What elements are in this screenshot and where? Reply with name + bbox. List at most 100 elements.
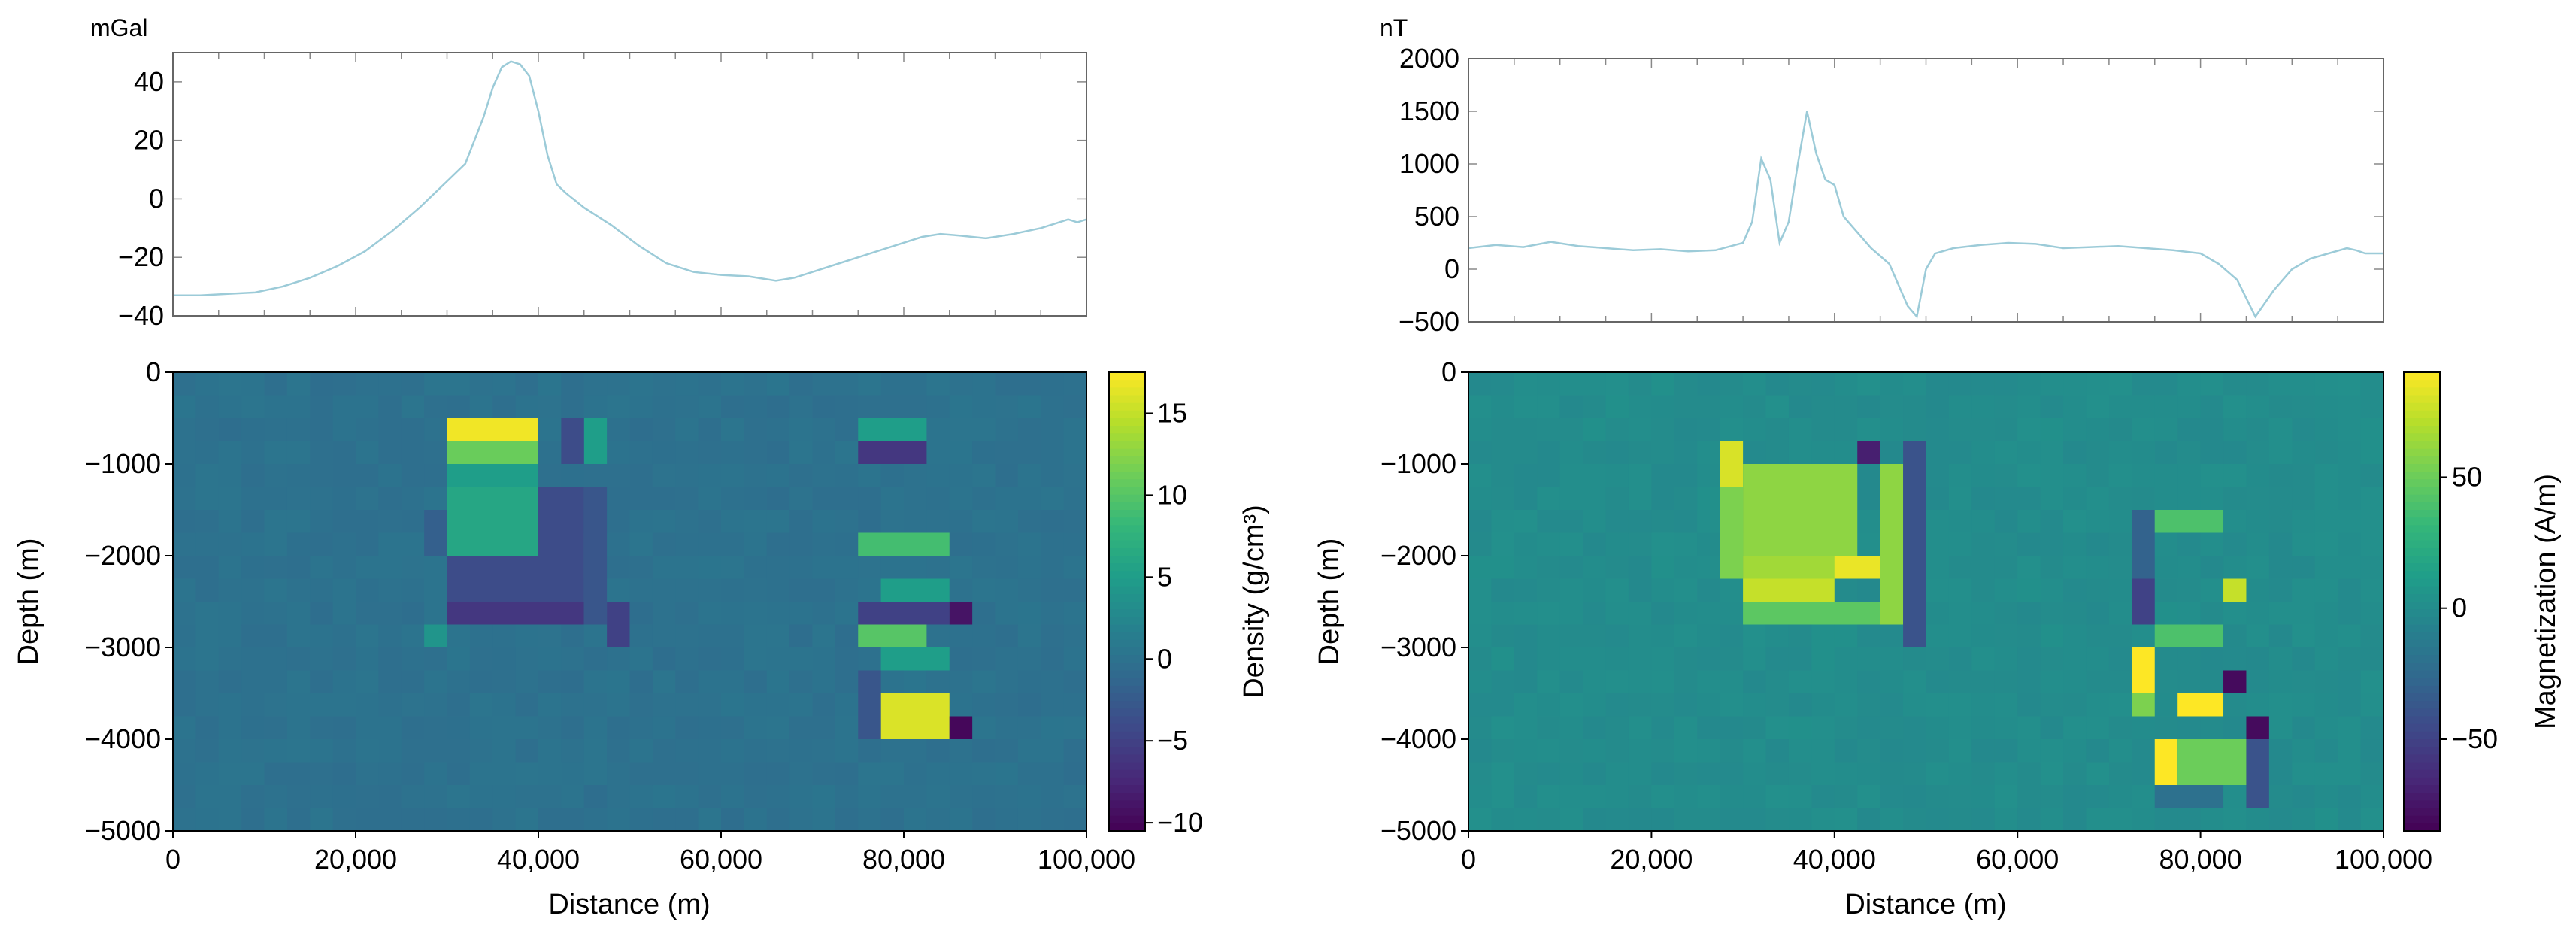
density-cell xyxy=(812,808,836,832)
density-cell xyxy=(721,716,744,740)
density-cell xyxy=(835,395,859,419)
magnetization-cell xyxy=(2314,418,2338,442)
magnetization-colorbar-segment xyxy=(2404,815,2440,824)
density-cell xyxy=(721,624,744,648)
magnetization-cell xyxy=(1468,624,1493,648)
magnetization-cell xyxy=(1697,739,1721,763)
density-block xyxy=(858,670,881,739)
magnetization-cell xyxy=(1926,739,1950,763)
density-cell xyxy=(241,647,265,672)
density-cell xyxy=(607,372,631,396)
density-cell xyxy=(218,510,242,534)
density-cell xyxy=(515,647,539,672)
magnetization-cell xyxy=(2292,808,2316,832)
density-cell xyxy=(447,624,471,648)
magnetization-cell xyxy=(2268,418,2293,442)
density-cell xyxy=(173,647,196,672)
magnetization-colorbar-segment xyxy=(2404,754,2440,763)
density-cell xyxy=(241,716,265,740)
magnetization-y-tick-label: −4000 xyxy=(1380,723,1456,754)
magnetization-cell xyxy=(1559,602,1583,626)
magnetization-cell xyxy=(2177,716,2202,740)
density-cell xyxy=(744,647,768,672)
magnetization-cell xyxy=(2086,670,2110,694)
density-cell xyxy=(515,785,539,809)
magnetization-cell xyxy=(1743,395,1767,419)
magnetization-cell xyxy=(1903,372,1927,396)
magnetization-cell xyxy=(1880,716,1904,740)
magnetization-block xyxy=(2132,510,2155,579)
magnetization-cell xyxy=(2314,670,2338,694)
density-cell xyxy=(173,693,196,717)
magnetization-cell xyxy=(1651,716,1675,740)
density-cell xyxy=(1041,808,1065,832)
density-cell xyxy=(378,372,402,396)
density-cell xyxy=(972,647,996,672)
magnetization-cell xyxy=(1674,716,1698,740)
magnetization-cell xyxy=(1537,670,1561,694)
magnetization-cell xyxy=(2223,510,2247,534)
magnetization-cell xyxy=(1971,395,1996,419)
density-colorbar-frame xyxy=(1108,371,1146,832)
magnetization-colorbar-segment xyxy=(2404,793,2440,802)
density-cell xyxy=(332,808,356,832)
density-cell xyxy=(972,693,996,717)
magnetization-cell xyxy=(1903,693,1927,717)
density-cell xyxy=(629,647,653,672)
density-cell xyxy=(401,647,425,672)
density-cell xyxy=(195,441,220,465)
magnetization-plot-frame xyxy=(1468,371,2384,832)
magnetization-cell xyxy=(1674,670,1698,694)
magnetization-cell xyxy=(2040,372,2064,396)
magnetization-colorbar-tick-label: 0 xyxy=(2452,593,2467,623)
magnetization-cell xyxy=(1720,670,1744,694)
magnetization-cell xyxy=(2017,762,2041,786)
magnetization-cell xyxy=(1583,464,1607,488)
magnetization-cell xyxy=(1971,670,1996,694)
density-cell xyxy=(424,556,448,580)
magnetization-cell xyxy=(1514,578,1538,602)
magnetization-cell xyxy=(1605,808,1629,832)
density-cell xyxy=(469,372,493,396)
magnetization-cell xyxy=(2086,785,2110,809)
magnetization-cell xyxy=(2314,578,2338,602)
density-cell xyxy=(1017,808,1041,832)
density-cell xyxy=(424,487,448,511)
density-cell xyxy=(286,395,311,419)
magnetization-cell xyxy=(1651,739,1675,763)
density-cell xyxy=(378,808,402,832)
density-cell xyxy=(173,739,196,763)
density-cell xyxy=(675,556,699,580)
density-cell xyxy=(1017,785,1041,809)
magnetization-cell xyxy=(2223,602,2247,626)
density-cell xyxy=(926,395,950,419)
magnetization-cell xyxy=(2268,647,2293,672)
density-colorbar-segment xyxy=(1109,502,1145,511)
magnetization-cell xyxy=(1948,578,1972,602)
magnetization-cell xyxy=(2040,624,2064,648)
density-cell xyxy=(195,464,220,488)
magnetization-cell xyxy=(2063,602,2087,626)
magnetization-cell xyxy=(1583,441,1607,465)
magnetization-cell xyxy=(1697,808,1721,832)
density-colorbar-segment xyxy=(1109,762,1145,771)
density-cell xyxy=(652,647,676,672)
density-y-label: Depth (m) xyxy=(13,538,44,666)
magnetic-y-tick-label: −500 xyxy=(1399,306,1459,337)
magnetization-cell xyxy=(2246,464,2270,488)
magnetization-cell xyxy=(1811,647,1835,672)
density-cell xyxy=(310,670,334,694)
density-block xyxy=(880,693,950,739)
magnetization-cell xyxy=(2132,785,2156,809)
magnetization-cell xyxy=(1514,441,1538,465)
density-x-tick-label: 100,000 xyxy=(1038,844,1135,875)
magnetization-cell xyxy=(1605,532,1629,556)
magnetization-cell xyxy=(1674,532,1698,556)
density-cell xyxy=(629,762,653,786)
density-cell xyxy=(835,532,859,556)
density-cell xyxy=(744,532,768,556)
magnetization-cell xyxy=(2223,418,2247,442)
magnetization-cell xyxy=(1537,602,1561,626)
magnetization-cell xyxy=(1971,693,1996,717)
